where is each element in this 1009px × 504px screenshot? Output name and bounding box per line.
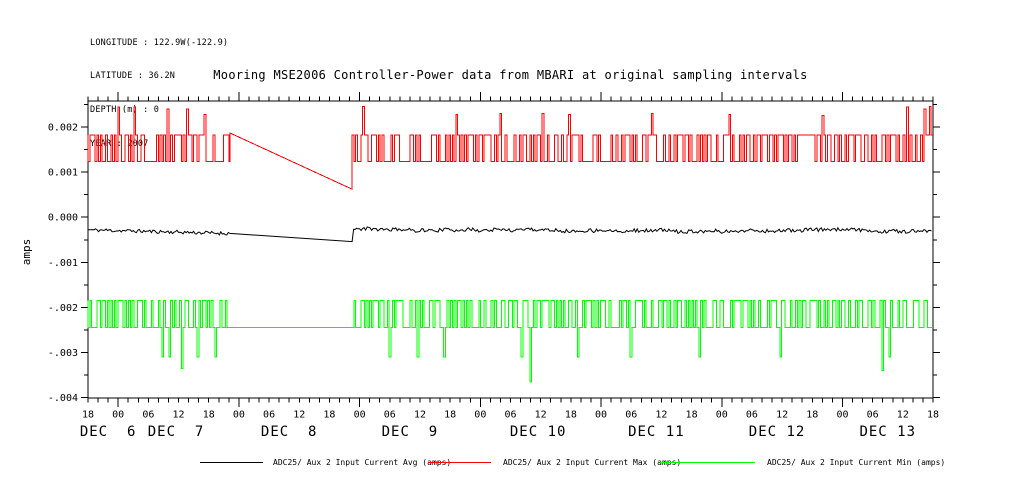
- svg-text:06: 06: [504, 410, 516, 421]
- metadata-latitude: LATITUDE : 36.2N: [90, 71, 176, 82]
- svg-text:-.004: -.004: [48, 393, 78, 404]
- svg-text:18: 18: [806, 410, 818, 421]
- svg-text:12: 12: [293, 410, 305, 421]
- svg-text:18: 18: [323, 410, 335, 421]
- svg-text:amps: amps: [20, 239, 33, 266]
- svg-text:-.003: -.003: [48, 348, 78, 359]
- svg-text:12: 12: [535, 410, 547, 421]
- svg-text:18: 18: [203, 410, 215, 421]
- svg-text:06: 06: [142, 410, 154, 421]
- svg-text:00: 00: [354, 410, 366, 421]
- svg-text:DEC 8: DEC 8: [261, 424, 318, 440]
- svg-text:00: 00: [112, 410, 124, 421]
- svg-text:18: 18: [927, 410, 939, 421]
- svg-text:06: 06: [746, 410, 758, 421]
- svg-text:06: 06: [263, 410, 275, 421]
- svg-text:-.002: -.002: [48, 303, 78, 314]
- svg-text:18: 18: [565, 410, 577, 421]
- svg-text:06: 06: [867, 410, 879, 421]
- series-avg-line: [88, 226, 932, 243]
- legend-line-avg: [200, 462, 263, 463]
- svg-text:12: 12: [173, 410, 185, 421]
- svg-text:DEC 7: DEC 7: [148, 424, 205, 440]
- svg-text:12: 12: [414, 410, 426, 421]
- svg-text:00: 00: [595, 410, 607, 421]
- svg-text:12: 12: [655, 410, 667, 421]
- metadata-longitude: LONGITUDE : 122.9W(-122.9): [90, 37, 229, 48]
- legend-line-min: [660, 462, 755, 463]
- svg-text:12: 12: [897, 410, 909, 421]
- svg-text:DEC 11: DEC 11: [628, 424, 685, 440]
- svg-text:00: 00: [233, 410, 245, 421]
- svg-text:DEC 13: DEC 13: [859, 424, 916, 440]
- svg-text:DEC 9: DEC 9: [382, 424, 439, 440]
- legend-label-min: ADC25/ Aux 2 Input Current Min (amps): [767, 458, 946, 467]
- legend-line-max: [428, 462, 491, 463]
- svg-text:00: 00: [836, 410, 848, 421]
- svg-text:00: 00: [716, 410, 728, 421]
- svg-text:18: 18: [82, 410, 94, 421]
- svg-text:00: 00: [474, 410, 486, 421]
- svg-text:18: 18: [444, 410, 456, 421]
- metadata-depth: DEPTH (m) : 0: [90, 105, 160, 116]
- svg-text:DEC 12: DEC 12: [749, 424, 806, 440]
- svg-text:06: 06: [625, 410, 637, 421]
- svg-text:06: 06: [384, 410, 396, 421]
- chart-title: Mooring MSE2006 Controller-Power data fr…: [213, 68, 808, 82]
- svg-text:0.000: 0.000: [48, 213, 78, 224]
- svg-text:DEC 10: DEC 10: [510, 424, 567, 440]
- svg-text:-.001: -.001: [48, 258, 78, 269]
- svg-text:12: 12: [776, 410, 788, 421]
- series-min-line: [87, 300, 933, 383]
- legend-label-max: ADC25/ Aux 2 Input Current Max (amps): [503, 458, 682, 467]
- series-max-line: [87, 105, 933, 190]
- svg-text:18: 18: [686, 410, 698, 421]
- legend-label-avg: ADC25/ Aux 2 Input Current Avg (amps): [273, 458, 452, 467]
- svg-text:0.001: 0.001: [48, 168, 78, 179]
- svg-text:0.002: 0.002: [48, 123, 78, 134]
- svg-text:DEC 6: DEC 6: [80, 424, 137, 440]
- axes: 0.002 0.001 0.000 -.001 -.002 -.003 -.004 18 00 0…: [20, 92, 940, 440]
